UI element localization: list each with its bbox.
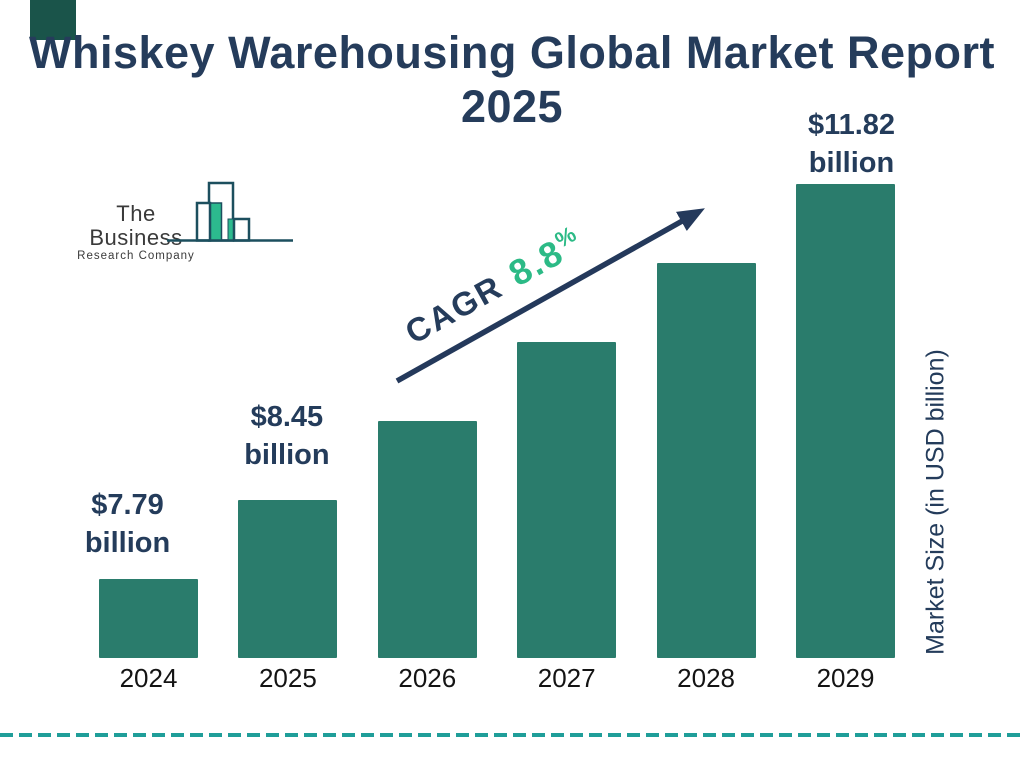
bottom-dashed-divider xyxy=(0,733,1024,737)
company-name: The Business xyxy=(89,201,183,250)
x-axis-label-2028: 2028 xyxy=(677,663,736,693)
page-title-line2: 2025 xyxy=(460,81,564,132)
bar-2025 xyxy=(238,500,338,658)
company-logo: The Business Research Company xyxy=(74,180,294,262)
x-axis-label-2026: 2026 xyxy=(398,663,457,693)
x-axis-label-2029: 2029 xyxy=(816,663,875,693)
bar-2027 xyxy=(517,342,617,658)
value-label-2025: $8.45 billion xyxy=(244,401,330,471)
x-axis-label-2027: 2027 xyxy=(537,663,596,693)
x-axis-label-2024: 2024 xyxy=(119,663,178,693)
y-axis-label: Market Size (in USD billion) xyxy=(921,349,950,655)
page-title: Whiskey Warehousing Global Market Report… xyxy=(0,26,1024,134)
company-name-sub: Research Company xyxy=(77,250,195,262)
bar-2028 xyxy=(656,263,756,658)
bar-2029 xyxy=(796,184,895,658)
company-logo-text: The Business Research Company xyxy=(76,202,196,263)
x-axis-label-2025: 2025 xyxy=(258,663,317,693)
cagr-trend-arrow xyxy=(395,208,705,384)
corner-accent-block xyxy=(30,0,76,40)
bar-chart-logo-icon xyxy=(167,181,293,242)
value-label-2029: $11.82 billion xyxy=(807,109,896,179)
page-title-line1: Whiskey Warehousing Global Market Report xyxy=(29,27,995,78)
value-label-2024: $7.79 billion xyxy=(84,489,171,559)
bar-2026 xyxy=(377,421,477,658)
bar-2024 xyxy=(99,579,198,658)
